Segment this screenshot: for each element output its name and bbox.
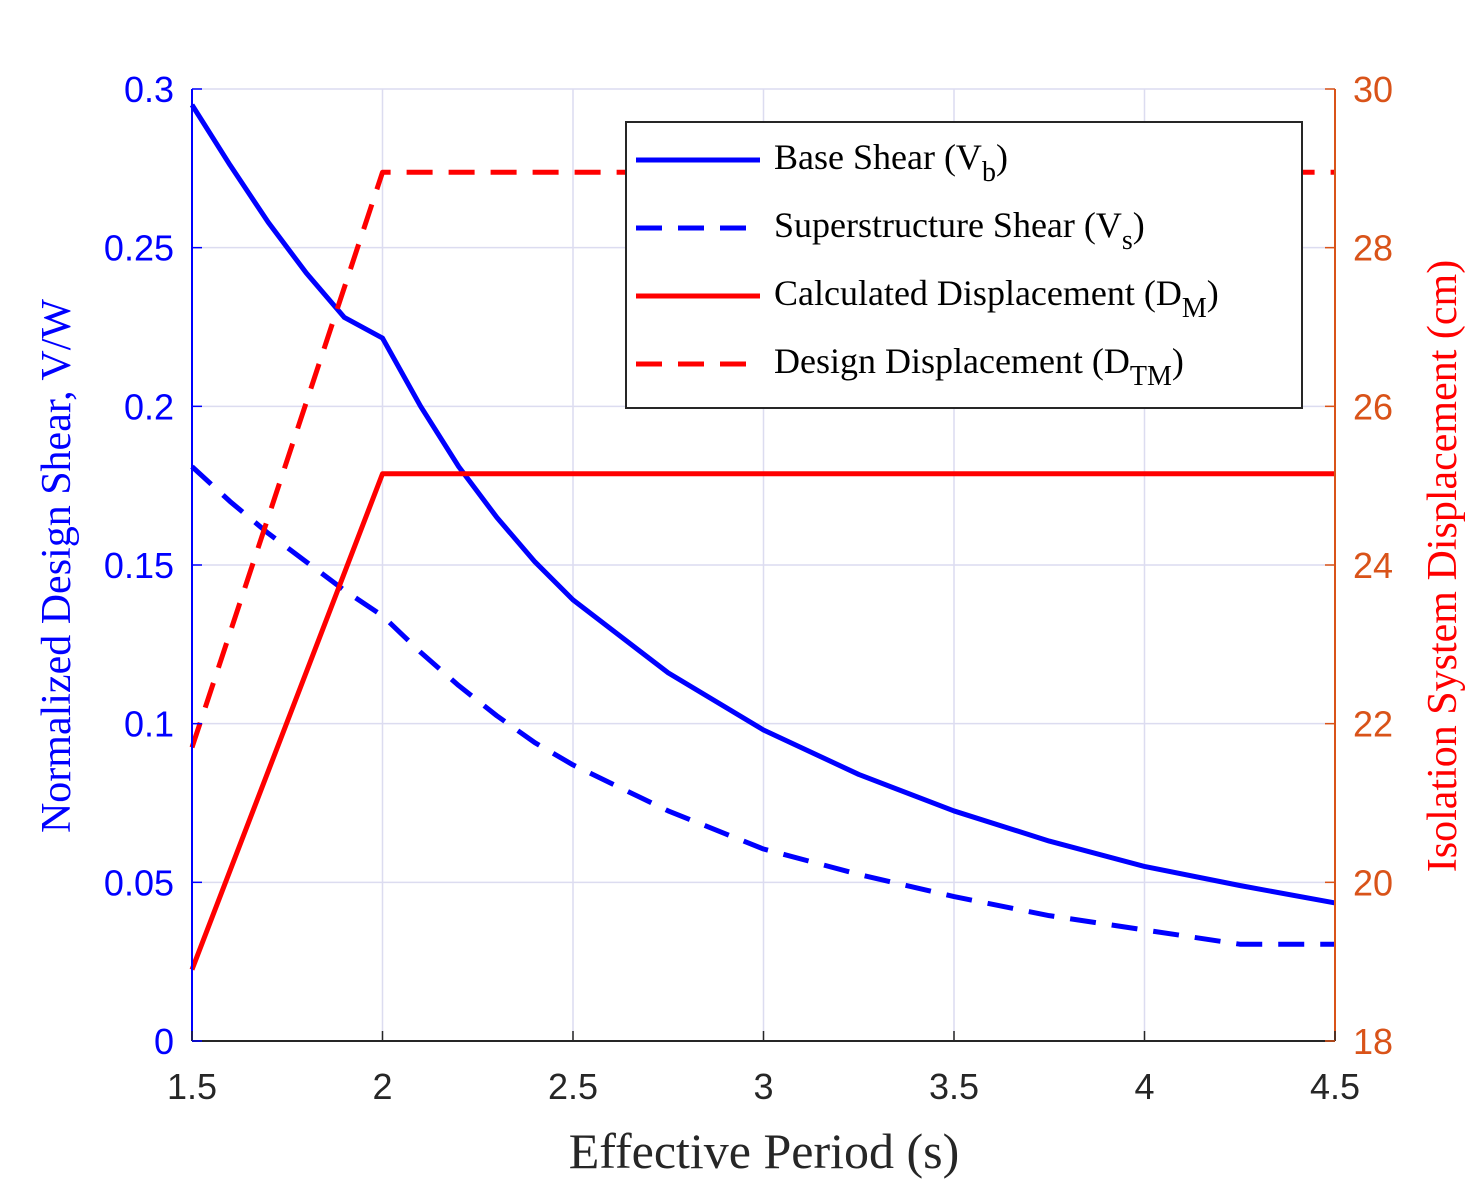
x-tick-label: 2.5 bbox=[548, 1066, 598, 1107]
y-axis-left-label: Normalized Design Shear, V/W bbox=[34, 299, 80, 833]
y-left-tick-label: 0.1 bbox=[124, 704, 174, 745]
y-left-tick-label: 0.15 bbox=[104, 545, 174, 586]
y-left-tick-label: 0.3 bbox=[124, 69, 174, 110]
y-left-tick-label: 0.25 bbox=[104, 228, 174, 269]
y-left-tick-label: 0.2 bbox=[124, 386, 174, 427]
y-right-tick-label: 28 bbox=[1353, 228, 1393, 269]
y-right-tick-label: 30 bbox=[1353, 69, 1393, 110]
x-tick-label: 3.5 bbox=[929, 1066, 979, 1107]
y-axis-right-label: Isolation System Displacement (cm) bbox=[1420, 260, 1466, 872]
x-tick-label: 2 bbox=[372, 1066, 392, 1107]
x-tick-label: 3 bbox=[753, 1066, 773, 1107]
y-right-tick-label: 20 bbox=[1353, 862, 1393, 903]
y-right-tick-label: 22 bbox=[1353, 704, 1393, 745]
y-right-tick-label: 18 bbox=[1353, 1021, 1393, 1062]
y-left-tick-label: 0.05 bbox=[104, 862, 174, 903]
y-right-tick-label: 26 bbox=[1353, 386, 1393, 427]
y-left-tick-label: 0 bbox=[154, 1021, 174, 1062]
x-tick-label: 4 bbox=[1134, 1066, 1154, 1107]
x-tick-label: 1.5 bbox=[167, 1066, 217, 1107]
x-axis-label: Effective Period (s) bbox=[569, 1123, 960, 1179]
y-right-tick-label: 24 bbox=[1353, 545, 1393, 586]
x-tick-label: 4.5 bbox=[1310, 1066, 1360, 1107]
legend: Base Shear (Vb)Superstructure Shear (Vs)… bbox=[626, 122, 1302, 408]
